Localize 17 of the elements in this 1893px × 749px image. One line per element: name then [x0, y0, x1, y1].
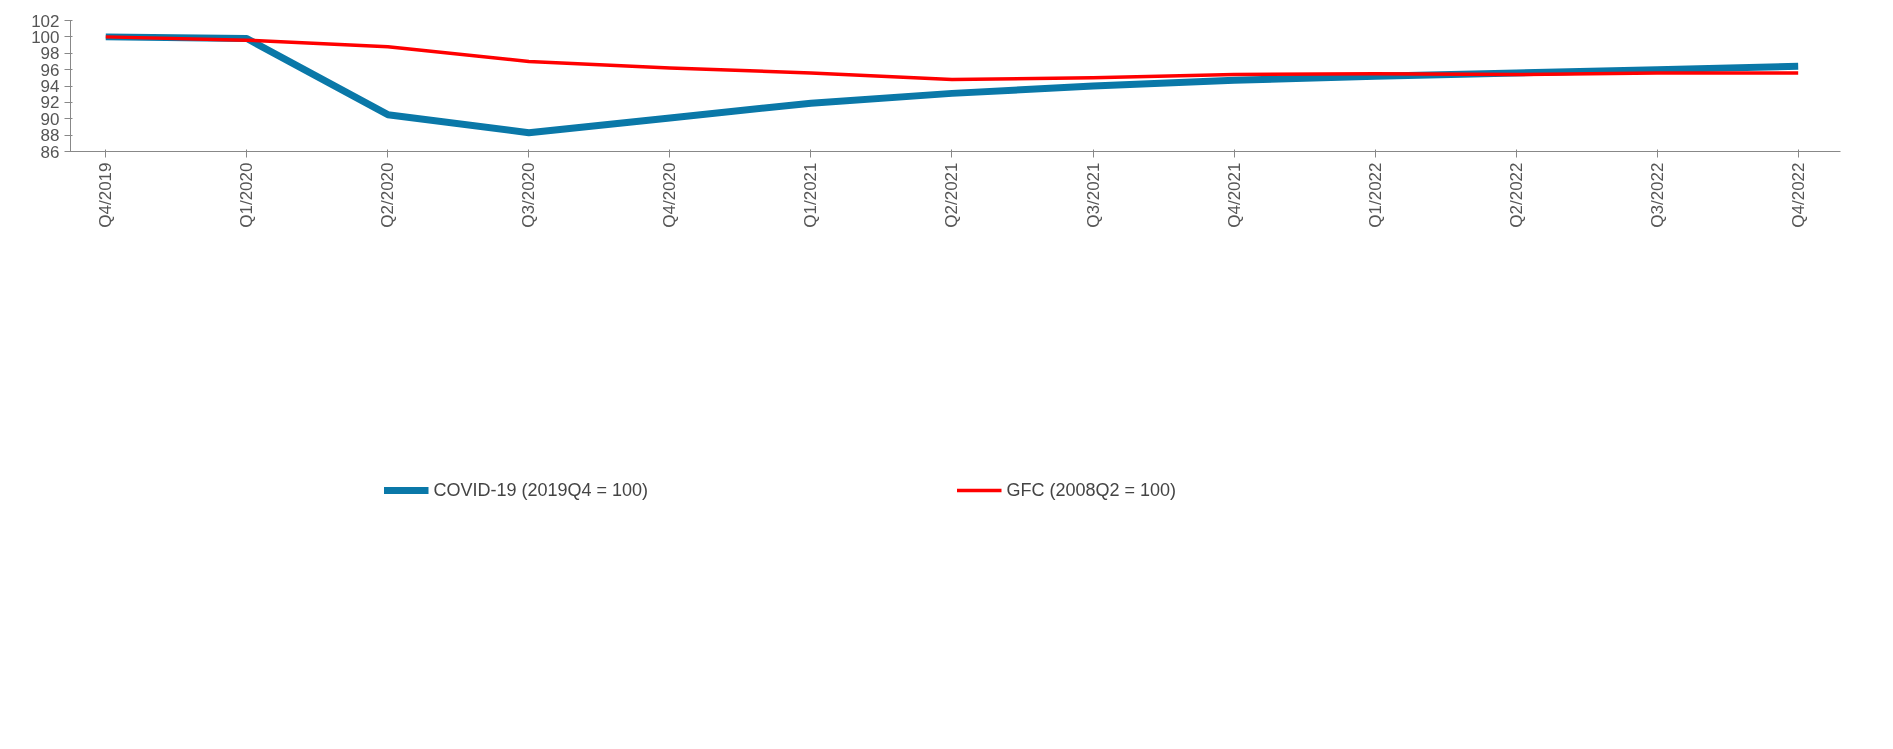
x-tick-label: Q2/2022: [1506, 162, 1526, 228]
x-tick-label: Q1/2022: [1365, 162, 1385, 228]
x-tick-label: Q1/2021: [801, 162, 821, 228]
x-tick-label: Q3/2021: [1083, 162, 1103, 228]
legend-label: GFC (2008Q2 = 100): [1006, 479, 1178, 501]
x-tick-label: Q4/2019: [96, 162, 116, 228]
x-tick-label: Q1/2020: [237, 162, 257, 228]
x-tick-label: Q3/2022: [1647, 162, 1667, 228]
line-series: [104, 35, 1800, 82]
x-tick-label: Q4/2022: [1788, 162, 1808, 228]
x-tick-label: Q4/2021: [1224, 162, 1244, 228]
y-tick-label: 94: [40, 77, 60, 96]
x-tick-label: Q3/2020: [519, 162, 539, 228]
legend-label: COVID-19 (2019Q4 = 100): [433, 479, 650, 501]
x-tick-label: Q2/2020: [378, 162, 398, 228]
x-tick-label: Q2/2021: [942, 162, 962, 228]
x-tick-label: Q4/2020: [660, 162, 680, 228]
